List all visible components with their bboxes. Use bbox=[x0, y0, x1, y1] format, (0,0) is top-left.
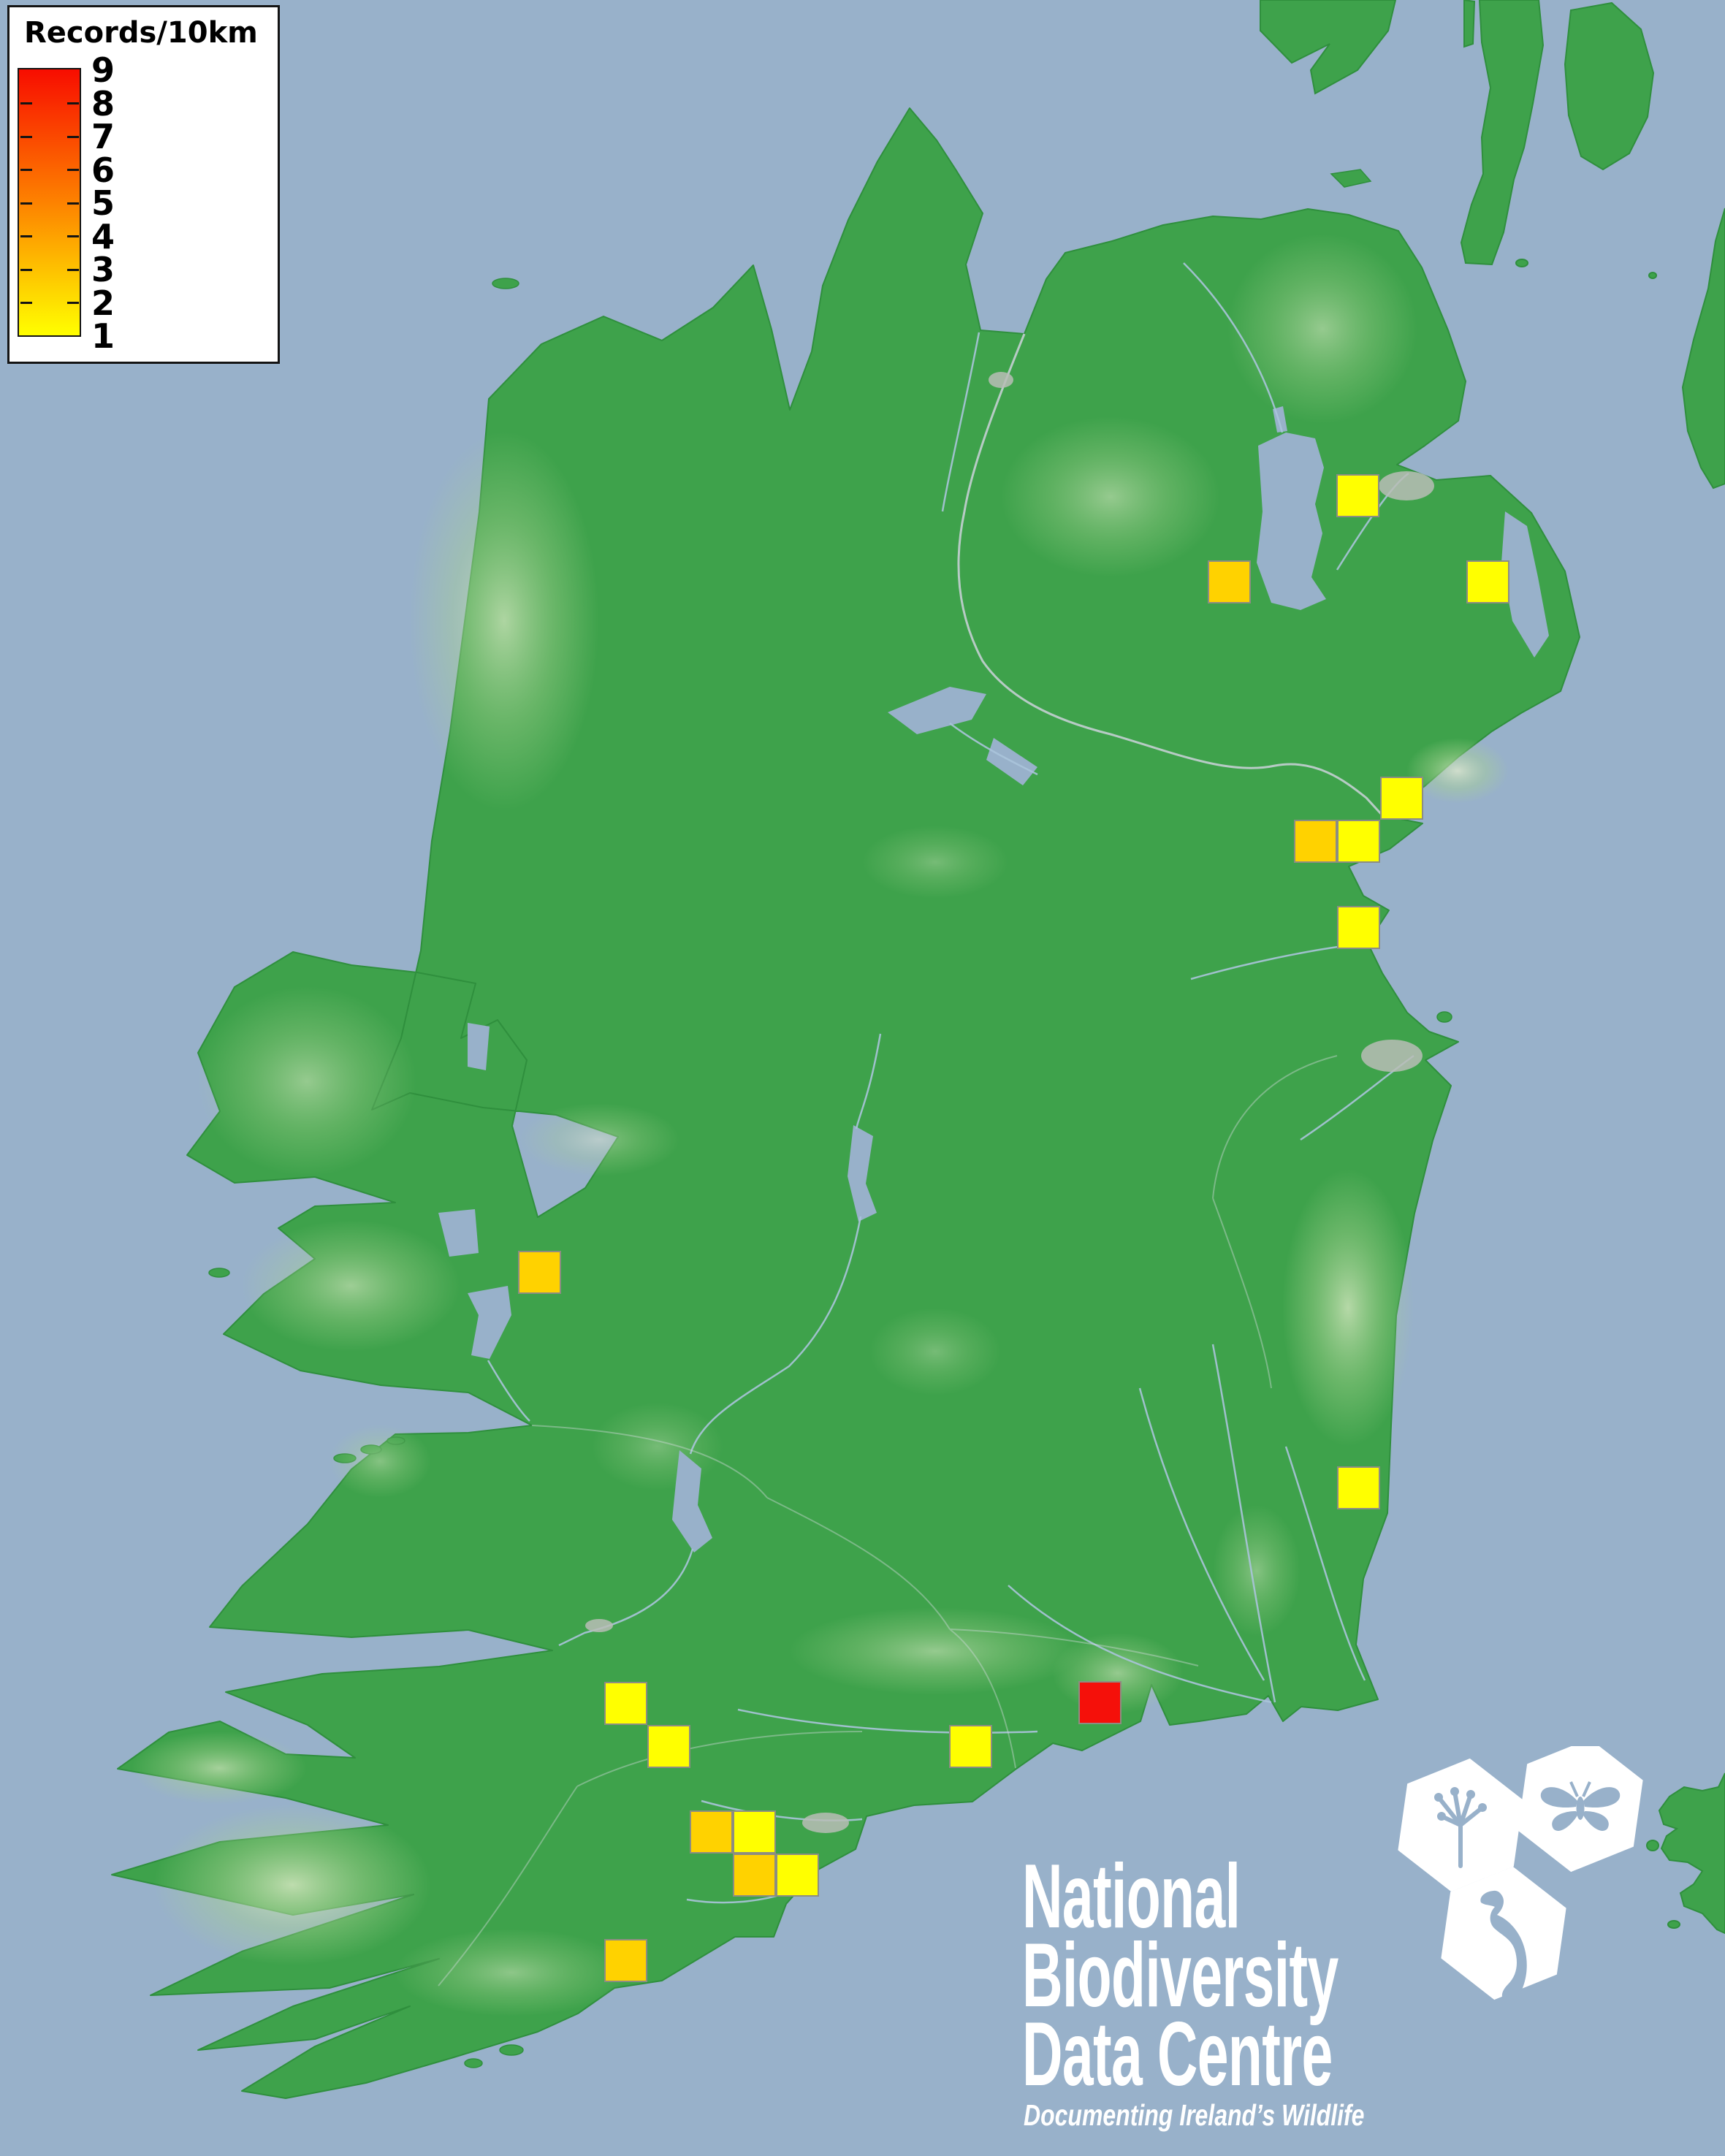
record-square[interactable] bbox=[1380, 777, 1423, 820]
legend-value-label: 2 bbox=[91, 283, 115, 323]
logo-line-data-centre: Data Centre bbox=[1022, 2004, 1333, 2105]
butterfly-icon bbox=[1540, 1781, 1621, 1831]
logo-tagline: Documenting Ireland’s Wildlife bbox=[1024, 2098, 1365, 2132]
legend-value-label: 3 bbox=[91, 250, 115, 289]
county-borders bbox=[438, 1055, 1338, 1987]
legend-value-label: 4 bbox=[91, 216, 115, 256]
legend-tick-mark bbox=[20, 135, 32, 138]
legend-tick-mark bbox=[20, 235, 32, 237]
record-square[interactable] bbox=[1337, 906, 1380, 949]
legend-tick-mark bbox=[67, 235, 79, 237]
northern-ireland-border bbox=[957, 333, 1384, 817]
legend-title: Records/10km bbox=[24, 16, 258, 50]
lakes bbox=[438, 406, 1549, 1553]
legend-tick-mark bbox=[67, 169, 79, 171]
record-square[interactable] bbox=[690, 1810, 733, 1854]
legend-tick-mark bbox=[20, 302, 32, 304]
plant-sprig-icon bbox=[1434, 1787, 1487, 1868]
legend-value-label: 8 bbox=[91, 83, 115, 123]
record-square[interactable] bbox=[1208, 560, 1251, 603]
record-square[interactable] bbox=[1078, 1681, 1122, 1724]
admin-borders bbox=[438, 333, 1384, 1987]
legend-tick-mark bbox=[67, 202, 79, 205]
legend-tick-mark bbox=[20, 102, 32, 104]
seahorse-hexagon bbox=[1441, 1866, 1566, 2002]
relief-shading bbox=[132, 234, 1509, 2016]
record-square[interactable] bbox=[776, 1854, 819, 1897]
record-square[interactable] bbox=[1336, 474, 1379, 517]
legend-value-label: 1 bbox=[91, 316, 115, 356]
record-square[interactable] bbox=[1466, 560, 1509, 603]
legend-value-label: 9 bbox=[91, 50, 115, 90]
rivers bbox=[487, 262, 1414, 1904]
legend-tick-mark bbox=[20, 202, 32, 205]
record-square[interactable] bbox=[733, 1854, 776, 1897]
record-square[interactable] bbox=[949, 1725, 992, 1768]
legend-tick-mark bbox=[20, 169, 32, 171]
seahorse-icon bbox=[1480, 1890, 1527, 2002]
record-square[interactable] bbox=[647, 1725, 690, 1768]
butterfly-hexagon bbox=[1518, 1746, 1643, 1873]
legend-tick-mark bbox=[67, 135, 79, 138]
legend-tick-mark bbox=[20, 268, 32, 271]
legend-value-label: 7 bbox=[91, 117, 115, 156]
scotland-coast bbox=[1260, 0, 1725, 490]
record-square[interactable] bbox=[604, 1939, 647, 1982]
logo-line-national: National bbox=[1022, 1846, 1241, 1947]
record-square[interactable] bbox=[733, 1810, 776, 1854]
legend-tick-mark bbox=[67, 302, 79, 304]
legend-tick-mark bbox=[67, 268, 79, 271]
record-square[interactable] bbox=[518, 1251, 561, 1294]
urban-areas bbox=[585, 372, 1434, 1833]
record-square[interactable] bbox=[604, 1682, 647, 1725]
plant-sprig-hexagon bbox=[1398, 1758, 1523, 1892]
wales-coast bbox=[1646, 1772, 1725, 1935]
record-square[interactable] bbox=[1294, 820, 1337, 863]
legend-value-label: 6 bbox=[91, 150, 115, 190]
legend-tick-mark bbox=[67, 102, 79, 104]
legend-value-label: 5 bbox=[91, 183, 115, 223]
logo-hexagons bbox=[1398, 1746, 1643, 2002]
logo-line-biodiversity: Biodiversity bbox=[1022, 1925, 1339, 2026]
record-square[interactable] bbox=[1337, 1466, 1380, 1509]
record-square[interactable] bbox=[1337, 820, 1380, 863]
